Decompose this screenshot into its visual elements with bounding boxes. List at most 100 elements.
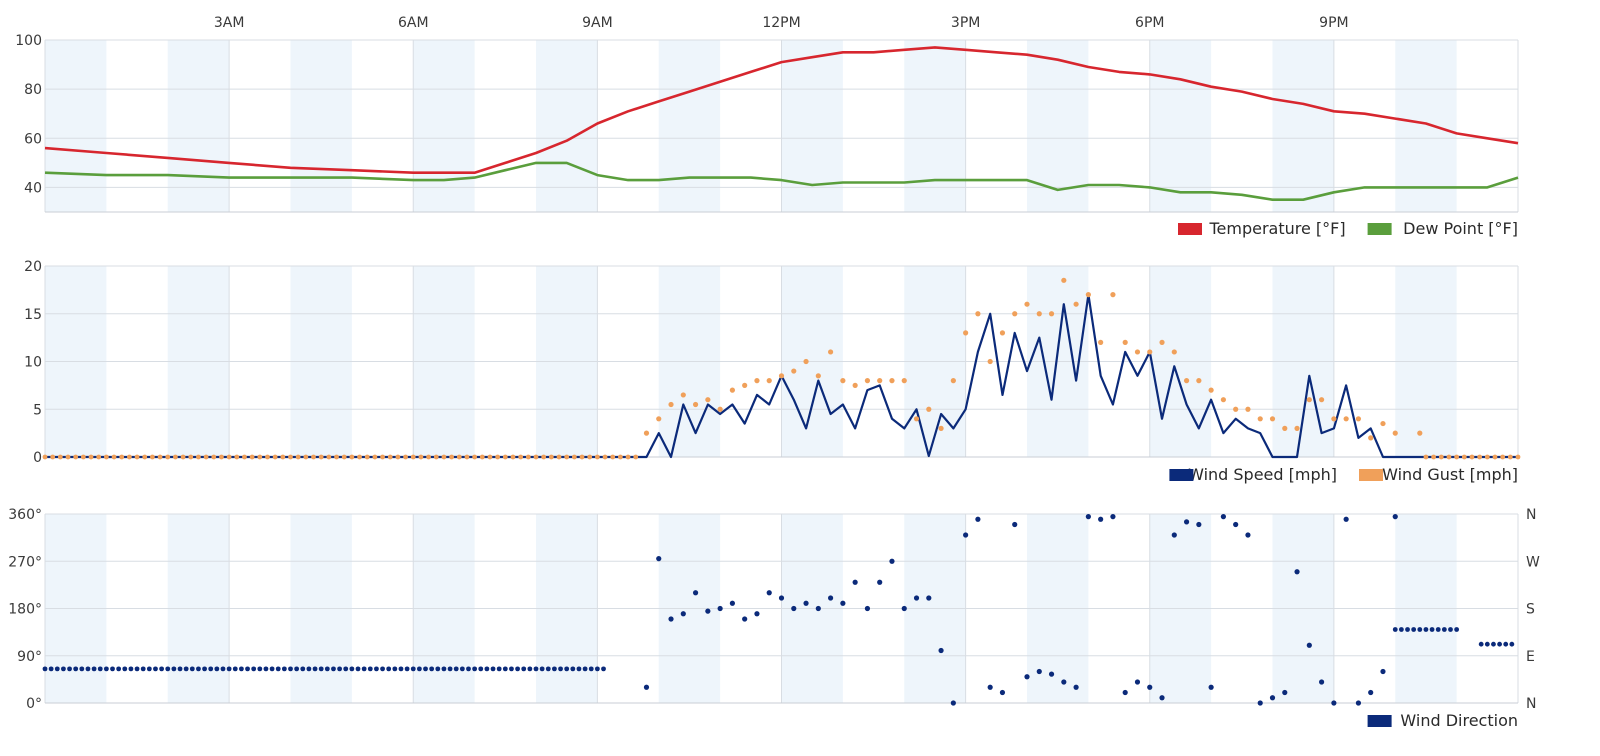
y-tick-label: 360° (8, 507, 42, 523)
wind-speed-line (45, 293, 1518, 459)
wind-gust-point (1469, 454, 1475, 460)
wind-direction-point (680, 611, 686, 617)
wind-direction-point (975, 516, 981, 522)
wind-gust-point (656, 416, 662, 422)
wind-gust-point (766, 378, 772, 384)
wind-direction-point (239, 666, 244, 672)
wind-gust-point (326, 454, 332, 460)
wind-direction-point (564, 666, 570, 672)
hour-band (1149, 40, 1212, 212)
wind-gust-point (449, 454, 455, 460)
wind-gust-point (901, 378, 907, 384)
wind-direction-point (588, 666, 594, 672)
wind-gust-point (778, 373, 785, 379)
alternating-hour-bands (45, 40, 1457, 703)
wind-direction-point (545, 666, 551, 672)
wind-gust-point (1036, 311, 1042, 317)
wind-gust-point (188, 454, 194, 460)
wind-direction-point (913, 595, 920, 601)
compass-label: N (1526, 507, 1536, 523)
wind-direction-point (656, 556, 662, 562)
wind-gust-point (487, 454, 493, 460)
wind-gust-point (643, 430, 650, 436)
wind-gust-point (729, 387, 736, 393)
wind-direction-point (791, 605, 797, 612)
wind-direction-point (1392, 514, 1398, 520)
wind-direction-point (220, 666, 226, 672)
wind-direction-point (533, 666, 539, 672)
wind-gust-point (234, 454, 240, 460)
wind-gust-point (541, 454, 547, 460)
wind-gust-point (180, 454, 186, 460)
wind-gust-point (1392, 430, 1398, 436)
dew-point-line (44, 161, 1519, 201)
wind-direction-point (472, 666, 478, 672)
wind-gust-point (50, 454, 56, 460)
wind-gust-point (479, 454, 485, 460)
wind-gust-point (341, 454, 347, 460)
wind-direction-point (852, 579, 858, 585)
hour-band (45, 40, 107, 212)
y-tick-label: 180° (8, 602, 42, 618)
wind-gust-point (950, 378, 956, 384)
y-tick-label: 100 (15, 33, 42, 49)
legend-label: Temperature [°F] (1208, 219, 1345, 238)
wind-gust-point (1024, 301, 1030, 307)
wind-direction-point (840, 600, 846, 606)
legend-label: Dew Point [°F] (1403, 219, 1518, 238)
wind-gust-point (1446, 454, 1452, 460)
wind-direction-point (938, 647, 944, 654)
wind-direction-point (1478, 641, 1484, 647)
wind-gust-point (1438, 454, 1444, 460)
wind-gust-point (1319, 397, 1325, 403)
wind-direction-point (766, 590, 772, 596)
wind-gust-point (1196, 378, 1202, 384)
wind-direction-point (251, 666, 257, 672)
wind-direction-point (1484, 641, 1490, 647)
wind-direction-point (999, 689, 1006, 696)
wind-gust-point (150, 454, 155, 460)
wind-gust-point (196, 454, 201, 460)
wind-direction-point (987, 684, 993, 690)
wind-direction-point (153, 666, 158, 672)
wind-gust-point (926, 406, 932, 412)
wind-gust-point (548, 454, 554, 460)
wind-gust-point (42, 454, 48, 460)
wind-gust-point (705, 397, 711, 403)
wind-gust-point (1257, 416, 1263, 422)
wind-gust-point (852, 382, 858, 388)
wind-gust-point (387, 454, 393, 460)
wind-direction-point (877, 579, 883, 585)
legend-label: Wind Gust [mph] (1382, 465, 1518, 484)
legend-label: Wind Direction (1400, 711, 1518, 730)
wind-gust-point (96, 454, 102, 460)
wind-gust-point (1110, 292, 1116, 298)
wind-direction-point (300, 666, 306, 672)
wind-direction-point (496, 666, 502, 672)
wind-direction-point (1380, 668, 1386, 675)
hour-band (904, 40, 966, 212)
wind-direction-point (963, 532, 969, 538)
wind-direction-point (1220, 514, 1226, 520)
wind-direction-point (288, 666, 293, 672)
wind-direction-point (1024, 674, 1030, 680)
wind-direction-point (926, 595, 932, 601)
wind-direction-point (73, 666, 79, 672)
wind-speed-panel: 0 5 10 15 20 Wind Gust [mph] Wind Speed [mph] (24, 259, 1521, 484)
x-tick-label: 3PM (951, 15, 980, 31)
temperature-panel: 40 60 80 100 Dew Point [°F] Temperature [°F] (15, 33, 1519, 238)
wind-gust-point (1306, 397, 1312, 403)
wind-gust-point (1208, 387, 1214, 393)
wind-direction-point (257, 666, 263, 672)
wind-direction-point (165, 666, 171, 672)
wind-direction-point (1497, 641, 1502, 647)
wind-direction-panel: 0° N 90° E 180° S 270° W 360° N Wind Direction (8, 507, 1540, 730)
wind-direction-point (466, 666, 471, 672)
wind-direction-point (343, 666, 349, 672)
wind-gust-point (111, 454, 117, 460)
wind-direction-point (1134, 679, 1141, 685)
wind-direction-point (441, 666, 447, 672)
y-tick-label: 270° (8, 554, 42, 570)
wind-direction-point (1122, 689, 1128, 696)
